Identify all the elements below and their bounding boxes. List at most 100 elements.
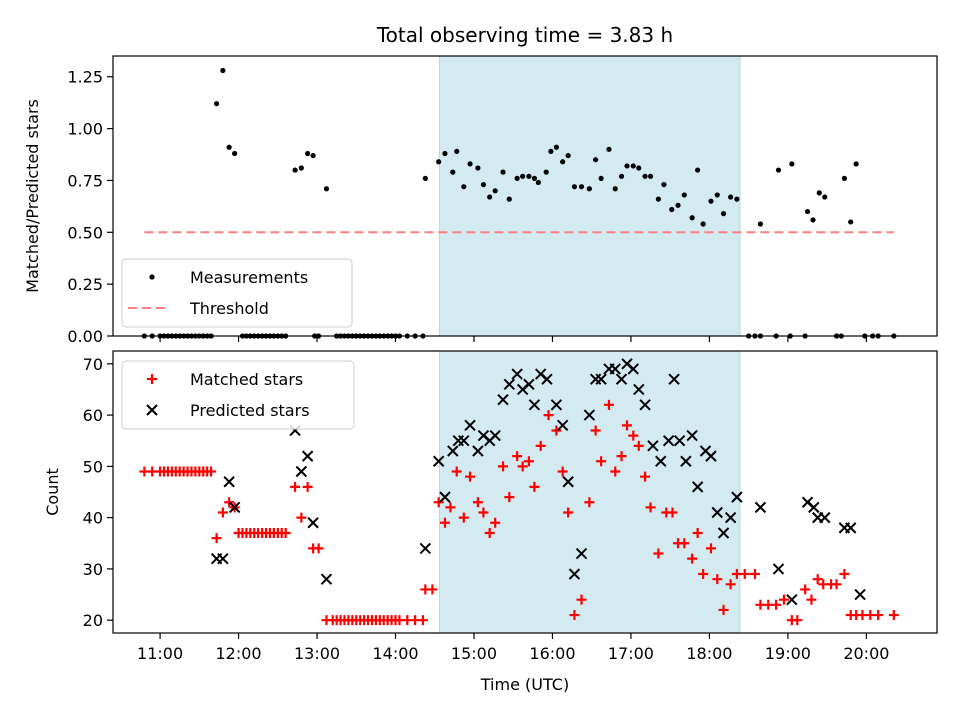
y-tick-label: 70 — [83, 355, 103, 374]
predicted-stars-point — [724, 511, 737, 524]
measurement-point — [636, 165, 642, 171]
matched-stars-point — [557, 466, 568, 477]
measurement-point — [681, 192, 687, 198]
measurement-point — [757, 221, 764, 227]
measurement-point — [816, 190, 822, 196]
predicted-stars-point — [754, 501, 767, 514]
predicted-stars-point — [295, 465, 308, 478]
observing-window-span — [438, 350, 741, 634]
matched-stars-point — [523, 456, 534, 467]
measurement-point — [560, 159, 566, 165]
observing-window-span — [438, 55, 741, 337]
matched-stars-point — [478, 507, 489, 518]
predicted-stars-point — [497, 394, 509, 406]
measurement-point — [298, 165, 304, 171]
bottom-y-axis-label: Count — [43, 468, 62, 516]
predicted-stars-point — [808, 501, 820, 514]
predicted-stars-point — [472, 445, 484, 457]
matched-stars-point — [812, 574, 823, 585]
measurement-point — [810, 217, 816, 223]
matched-stars-point — [603, 399, 614, 410]
matched-stars-point — [622, 420, 633, 431]
matched-stars-point — [563, 507, 574, 518]
matched-stars-point — [445, 502, 456, 513]
y-tick-label: 20 — [83, 611, 103, 630]
predicted-stars-point — [668, 373, 680, 385]
predicted-stars-point — [711, 506, 723, 519]
predicted-stars-point — [854, 588, 866, 601]
measurement-point — [661, 181, 667, 188]
measurement-point — [700, 221, 706, 227]
matched-stars-point — [206, 466, 217, 477]
predicted-stars-point — [627, 363, 640, 375]
predicted-stars-point — [662, 435, 675, 447]
predicted-stars-point — [223, 476, 235, 488]
predicted-stars-point — [633, 383, 645, 396]
measurement-point — [853, 161, 859, 167]
legend-label: Threshold — [189, 299, 269, 318]
predicted-stars-point — [228, 501, 241, 514]
x-tick-label: 17:00 — [608, 644, 654, 663]
predicted-stars-point — [556, 419, 569, 432]
matched-stars-point — [296, 512, 307, 523]
predicted-stars-point — [320, 573, 333, 585]
predicted-stars-point — [615, 373, 628, 385]
measurement-point — [606, 146, 612, 152]
matched-stars-point — [705, 543, 716, 554]
measurement-point — [526, 173, 532, 179]
measurement-point — [454, 148, 460, 155]
predicted-stars-point — [489, 429, 501, 442]
x-tick-label: 14:00 — [372, 644, 418, 663]
matched-stars-point — [806, 594, 817, 605]
matched-stars-point — [739, 569, 750, 580]
matched-stars-point — [504, 492, 515, 503]
measurement-point — [548, 148, 554, 155]
matched-stars-point — [839, 569, 850, 580]
legend-label: Measurements — [190, 268, 308, 287]
chart-title: Total observing time = 3.83 h — [376, 23, 673, 47]
matched-stars-point — [517, 461, 528, 472]
y-tick-label: 0.25 — [67, 275, 103, 294]
measurement-point — [775, 167, 782, 173]
measurement-point — [612, 186, 618, 192]
matched-stars-point — [653, 548, 664, 559]
measurement-point — [220, 67, 226, 74]
predicted-stars-point — [568, 568, 581, 580]
predicted-stars-point — [307, 517, 319, 529]
matched-stars-point — [313, 543, 324, 554]
x-tick-label: 20:00 — [843, 644, 889, 663]
matched-stars-point — [616, 451, 627, 462]
matched-stars-point — [888, 610, 899, 621]
measurement-point — [822, 194, 828, 200]
predicted-stars-point — [528, 399, 541, 411]
matched-stars-point — [302, 481, 313, 492]
matched-stars-point — [778, 594, 789, 605]
measurement-point — [618, 173, 625, 179]
matched-stars-point — [831, 579, 842, 590]
top-axes-frame — [112, 55, 938, 337]
measurement-point — [310, 152, 316, 159]
x-tick-label: 13:00 — [294, 644, 340, 663]
matched-stars-point — [610, 466, 621, 477]
matched-stars-point — [472, 497, 483, 508]
predicted-stars-point — [731, 491, 743, 503]
legend-label: Matched stars — [190, 370, 303, 389]
measurement-point — [436, 159, 442, 165]
predicted-stars-point — [691, 481, 704, 493]
bottom-x-axis-label: Time (UTC) — [480, 675, 569, 694]
x-tick-label: 19:00 — [765, 644, 811, 663]
matched-stars-point — [433, 497, 444, 508]
x-tick-label: 15:00 — [451, 644, 497, 663]
matched-stars-point — [551, 425, 562, 436]
predicted-stars-point — [609, 363, 621, 375]
measurement-point — [689, 215, 695, 221]
matched-stars-point — [692, 528, 703, 539]
measurement-point — [593, 157, 599, 163]
legend-cross-marker — [146, 404, 158, 416]
matched-stars-point — [280, 528, 291, 539]
measurement-point — [708, 198, 714, 204]
matched-stars-point — [224, 497, 235, 508]
matched-stars-point — [211, 533, 222, 544]
matched-stars-point — [217, 507, 228, 518]
matched-stars-point — [725, 579, 736, 590]
